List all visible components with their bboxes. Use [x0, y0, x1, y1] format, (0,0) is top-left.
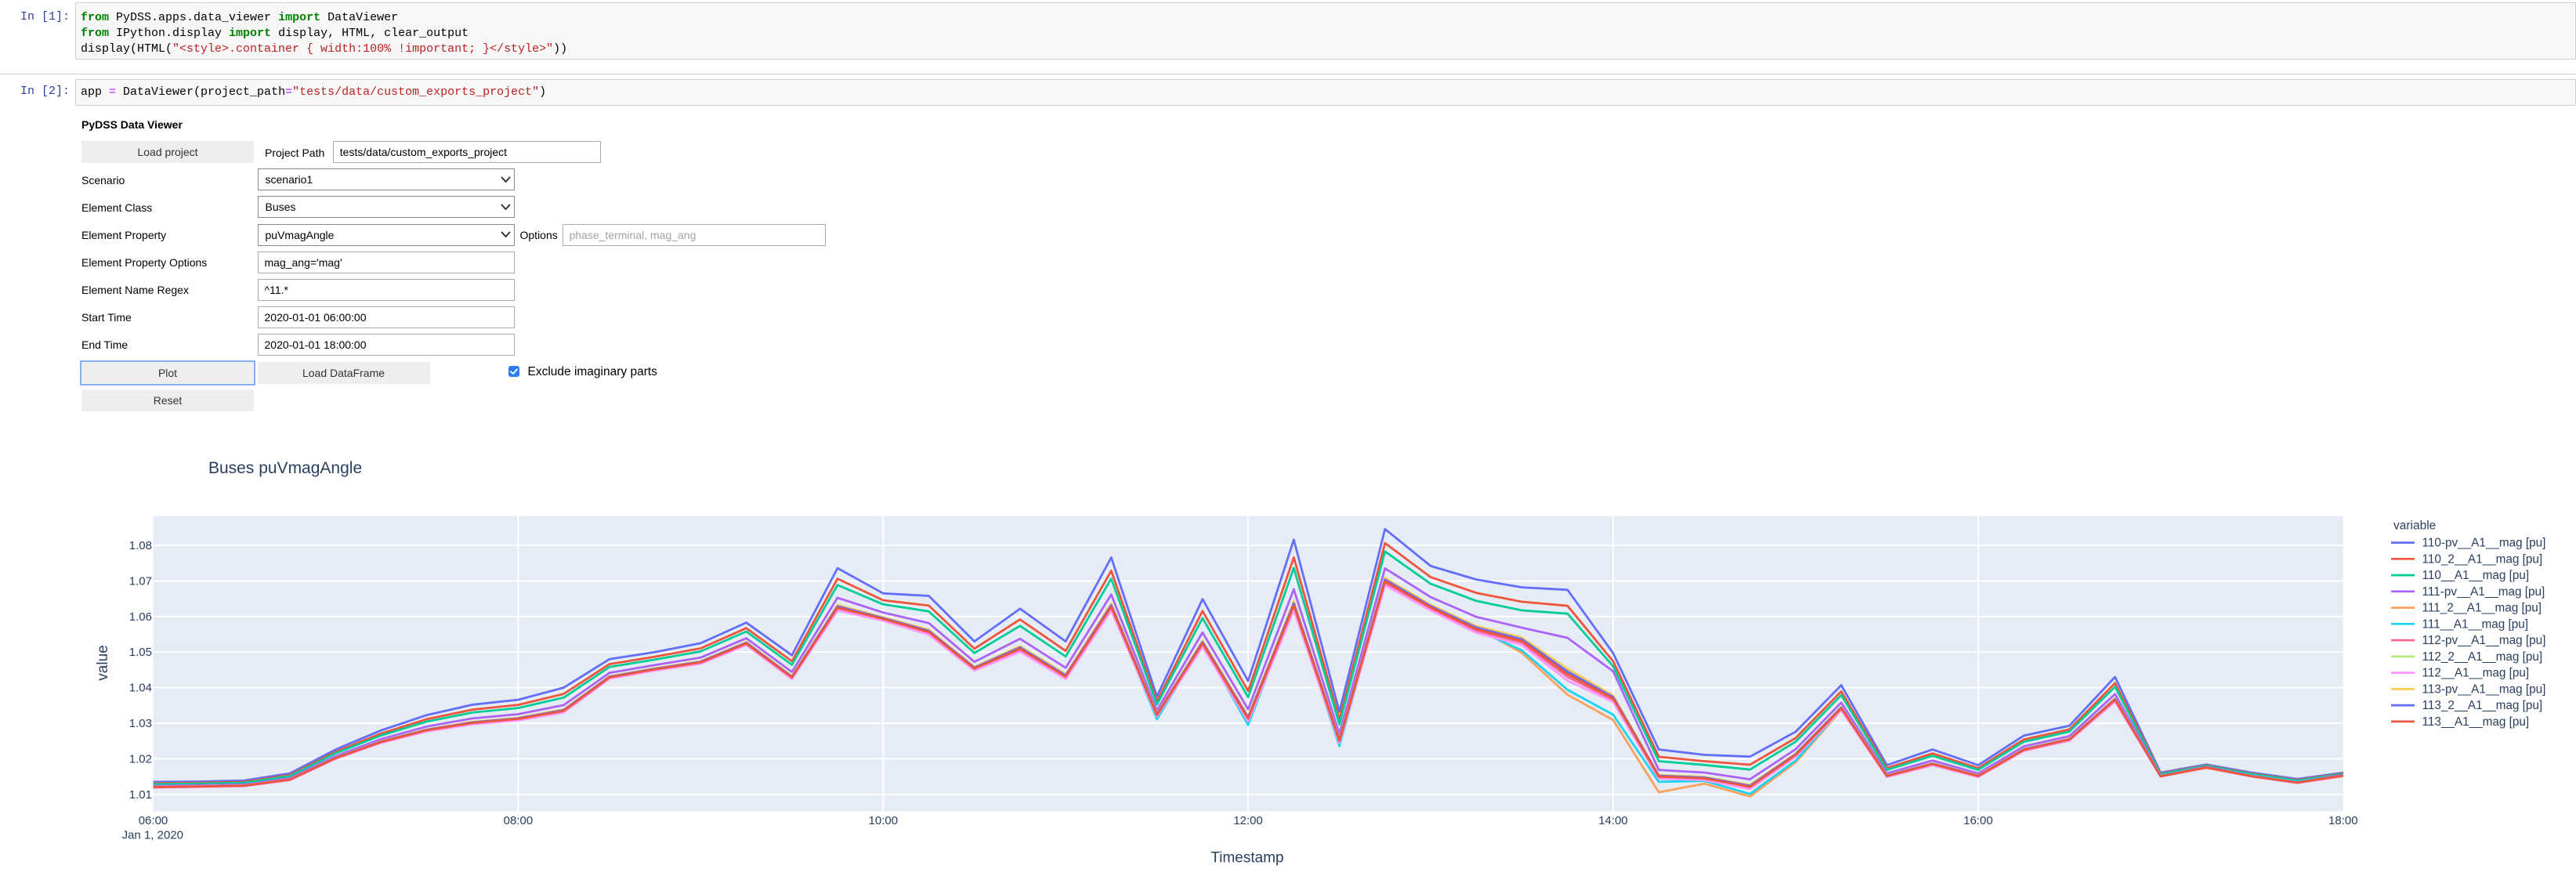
svg-text:112_2__A1__mag [pu]: 112_2__A1__mag [pu] — [2422, 650, 2543, 664]
svg-text:Jan 1, 2020: Jan 1, 2020 — [122, 829, 183, 842]
svg-text:1.02: 1.02 — [129, 752, 152, 766]
svg-text:variable: variable — [2393, 519, 2436, 533]
svg-text:value: value — [95, 645, 111, 680]
svg-text:12:00: 12:00 — [1233, 814, 1263, 827]
svg-text:113_2__A1__mag [pu]: 113_2__A1__mag [pu] — [2422, 699, 2543, 712]
svg-text:1.06: 1.06 — [129, 610, 152, 624]
svg-text:08:00: 08:00 — [504, 814, 534, 827]
svg-text:Buses puVmagAngle: Buses puVmagAngle — [208, 459, 362, 477]
svg-text:110_2__A1__mag [pu]: 110_2__A1__mag [pu] — [2422, 552, 2543, 566]
svg-text:06:00: 06:00 — [139, 814, 168, 827]
svg-text:Timestamp: Timestamp — [1210, 850, 1283, 867]
svg-text:111__A1__mag [pu]: 111__A1__mag [pu] — [2422, 617, 2529, 631]
svg-text:10:00: 10:00 — [869, 814, 899, 827]
svg-text:110__A1__mag [pu]: 110__A1__mag [pu] — [2422, 569, 2530, 582]
svg-text:112-pv__A1__mag [pu]: 112-pv__A1__mag [pu] — [2422, 634, 2546, 647]
svg-text:18:00: 18:00 — [2328, 814, 2358, 827]
svg-text:1.08: 1.08 — [129, 539, 152, 552]
svg-text:113__A1__mag [pu]: 113__A1__mag [pu] — [2422, 715, 2530, 729]
svg-text:111_2__A1__mag [pu]: 111_2__A1__mag [pu] — [2422, 602, 2542, 615]
svg-text:112__A1__mag [pu]: 112__A1__mag [pu] — [2422, 667, 2530, 680]
svg-text:14:00: 14:00 — [1598, 814, 1628, 827]
svg-text:1.01: 1.01 — [129, 788, 152, 802]
svg-text:111-pv__A1__mag [pu]: 111-pv__A1__mag [pu] — [2422, 585, 2545, 599]
svg-text:110-pv__A1__mag [pu]: 110-pv__A1__mag [pu] — [2422, 537, 2546, 550]
svg-text:1.05: 1.05 — [129, 646, 152, 659]
svg-text:113-pv__A1__mag [pu]: 113-pv__A1__mag [pu] — [2422, 682, 2546, 696]
svg-text:1.03: 1.03 — [129, 717, 152, 730]
svg-text:16:00: 16:00 — [1963, 814, 1993, 827]
svg-text:1.07: 1.07 — [129, 575, 152, 588]
svg-text:1.04: 1.04 — [129, 682, 152, 695]
